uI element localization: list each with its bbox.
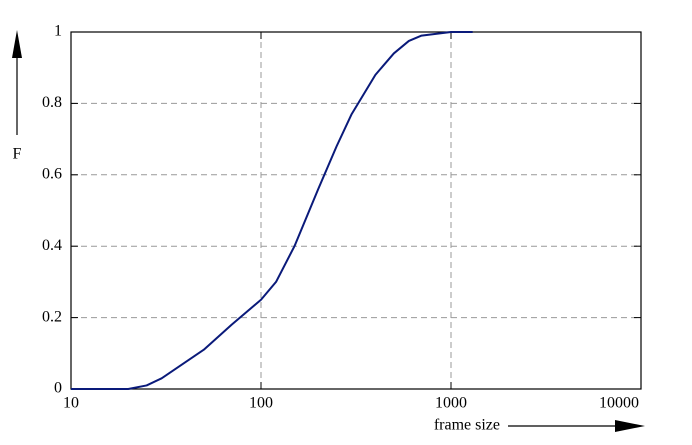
x-axis-label: frame size [434, 417, 500, 434]
plot-frame [70, 31, 642, 390]
y-tick-label: 0.4 [42, 237, 62, 254]
y-tick-label: 0.8 [42, 94, 62, 111]
y-tick-label: 0.2 [42, 308, 62, 325]
data-line [71, 31, 473, 390]
y-tick-label: 0.6 [42, 165, 62, 182]
x-tick-label: 10 [63, 395, 79, 412]
x-arrowhead [615, 420, 645, 432]
x-tick-label: 10000 [599, 395, 639, 412]
x-tick-label: 100 [249, 395, 273, 412]
x-tick-label: 1000 [435, 395, 467, 412]
y-axis-label: F [13, 146, 22, 163]
y-tick-label: 1 [54, 23, 62, 40]
y-tick-label: 0 [54, 380, 62, 397]
y-arrowhead [12, 30, 22, 58]
